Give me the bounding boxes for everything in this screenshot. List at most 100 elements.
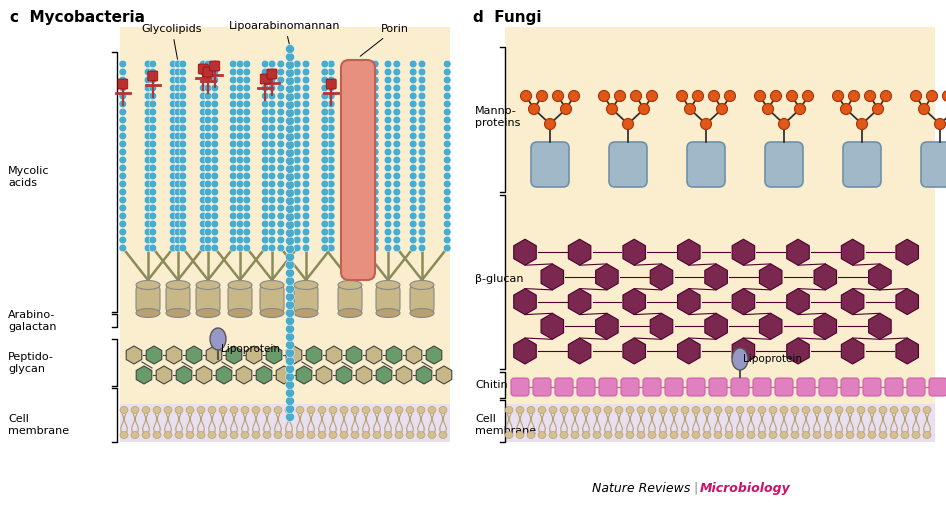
- Polygon shape: [196, 366, 212, 384]
- Circle shape: [174, 172, 182, 180]
- Circle shape: [179, 108, 186, 116]
- Circle shape: [200, 84, 207, 92]
- Circle shape: [149, 68, 157, 76]
- Circle shape: [372, 236, 379, 244]
- Circle shape: [243, 124, 251, 132]
- Circle shape: [204, 220, 212, 228]
- Circle shape: [286, 85, 294, 93]
- Circle shape: [293, 220, 301, 228]
- Circle shape: [179, 76, 186, 84]
- Circle shape: [119, 148, 127, 156]
- Circle shape: [286, 413, 294, 421]
- Ellipse shape: [274, 431, 282, 439]
- Ellipse shape: [142, 431, 150, 439]
- Circle shape: [346, 156, 354, 164]
- Ellipse shape: [186, 431, 194, 439]
- Circle shape: [444, 92, 451, 100]
- Circle shape: [149, 156, 157, 164]
- Circle shape: [418, 60, 426, 68]
- Circle shape: [393, 84, 400, 92]
- Circle shape: [802, 91, 814, 101]
- Circle shape: [236, 204, 244, 212]
- Polygon shape: [307, 346, 322, 364]
- Circle shape: [293, 156, 301, 164]
- Circle shape: [144, 124, 151, 132]
- Circle shape: [302, 172, 309, 180]
- Circle shape: [372, 84, 379, 92]
- Circle shape: [174, 68, 182, 76]
- Circle shape: [144, 60, 151, 68]
- Circle shape: [321, 220, 328, 228]
- Circle shape: [169, 228, 177, 236]
- Circle shape: [261, 108, 269, 116]
- Circle shape: [346, 84, 354, 92]
- Ellipse shape: [626, 407, 634, 414]
- Circle shape: [529, 103, 539, 115]
- Circle shape: [269, 140, 276, 148]
- Circle shape: [372, 156, 379, 164]
- Circle shape: [174, 92, 182, 100]
- Text: d  Fungi: d Fungi: [473, 10, 541, 25]
- Ellipse shape: [285, 431, 293, 439]
- Circle shape: [685, 103, 695, 115]
- Circle shape: [229, 132, 237, 140]
- Ellipse shape: [615, 431, 623, 439]
- Circle shape: [384, 116, 392, 124]
- Ellipse shape: [857, 407, 865, 414]
- Circle shape: [211, 140, 219, 148]
- Circle shape: [236, 212, 244, 220]
- Circle shape: [692, 91, 704, 101]
- Polygon shape: [186, 346, 201, 364]
- Circle shape: [327, 140, 335, 148]
- Circle shape: [321, 124, 328, 132]
- Circle shape: [179, 92, 186, 100]
- FancyBboxPatch shape: [921, 142, 946, 187]
- FancyBboxPatch shape: [687, 378, 705, 396]
- Circle shape: [169, 196, 177, 204]
- Circle shape: [236, 140, 244, 148]
- Circle shape: [393, 148, 400, 156]
- Ellipse shape: [439, 431, 447, 439]
- Circle shape: [293, 212, 301, 220]
- Circle shape: [169, 244, 177, 252]
- Circle shape: [200, 236, 207, 244]
- Circle shape: [211, 204, 219, 212]
- Ellipse shape: [560, 407, 568, 414]
- Circle shape: [149, 84, 157, 92]
- Circle shape: [211, 132, 219, 140]
- Circle shape: [277, 108, 285, 116]
- Circle shape: [700, 119, 711, 129]
- Circle shape: [346, 108, 354, 116]
- Ellipse shape: [120, 407, 128, 414]
- Circle shape: [410, 180, 417, 188]
- Circle shape: [269, 60, 276, 68]
- Ellipse shape: [527, 431, 535, 439]
- Circle shape: [293, 116, 301, 124]
- Polygon shape: [896, 288, 919, 315]
- FancyBboxPatch shape: [326, 79, 336, 89]
- Bar: [505, 404, 935, 442]
- Circle shape: [169, 140, 177, 148]
- Circle shape: [418, 188, 426, 196]
- Circle shape: [418, 228, 426, 236]
- Circle shape: [174, 204, 182, 212]
- Circle shape: [302, 116, 309, 124]
- Circle shape: [393, 180, 400, 188]
- Ellipse shape: [197, 407, 205, 414]
- Circle shape: [327, 236, 335, 244]
- Circle shape: [200, 148, 207, 156]
- Circle shape: [293, 196, 301, 204]
- Ellipse shape: [439, 407, 447, 414]
- Circle shape: [444, 76, 451, 84]
- Circle shape: [321, 244, 328, 252]
- Ellipse shape: [351, 407, 359, 414]
- Circle shape: [286, 324, 294, 334]
- Ellipse shape: [923, 431, 931, 439]
- Circle shape: [149, 236, 157, 244]
- Circle shape: [302, 228, 309, 236]
- FancyBboxPatch shape: [533, 378, 551, 396]
- Ellipse shape: [725, 431, 733, 439]
- Circle shape: [277, 236, 285, 244]
- Circle shape: [779, 119, 790, 129]
- Ellipse shape: [373, 431, 381, 439]
